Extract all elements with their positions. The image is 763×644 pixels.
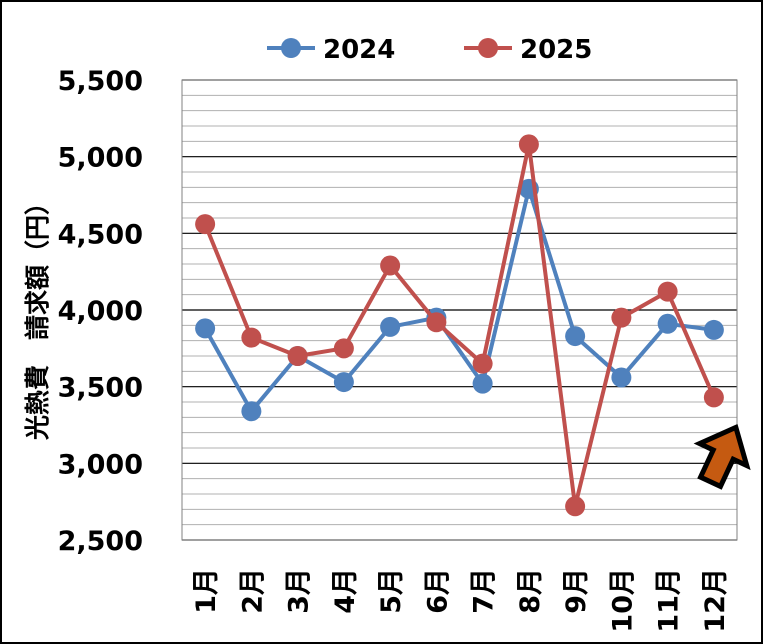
x-tick-label: 1月	[191, 568, 222, 614]
data-point-2024	[195, 318, 216, 339]
series-2025	[195, 134, 724, 517]
y-tick-label: 2,500	[58, 526, 143, 557]
annotation-layer	[693, 423, 751, 490]
axis-layer: 2,500 3,000 3,500 4,000 4,500 5,000 5,500 1月 2月 3…	[58, 66, 731, 633]
y-tick-label: 4,000	[58, 296, 143, 327]
y-axis-label: 光熱費 請求額（円）	[23, 190, 52, 441]
x-tick-label: 5月	[376, 568, 407, 614]
data-point-2025	[333, 338, 354, 359]
arrow-icon	[693, 423, 751, 490]
series-2024	[195, 178, 724, 422]
plot-area-border	[181, 79, 738, 541]
data-point-2024	[611, 367, 632, 388]
data-point-2025	[241, 327, 262, 348]
x-tick-label: 3月	[284, 568, 315, 614]
x-tick-label: 10月	[607, 568, 638, 633]
x-tick-label: 12月	[700, 568, 731, 633]
y-tick-label: 5,500	[58, 66, 143, 97]
data-point-2024	[565, 326, 586, 347]
y-tick-label: 3,000	[58, 449, 143, 480]
data-point-2025	[518, 134, 539, 155]
legend-item-2024: 2024	[267, 35, 395, 65]
data-point-2025	[287, 346, 308, 366]
data-point-2025	[426, 312, 447, 333]
data-point-2025	[195, 214, 216, 235]
data-point-2025	[472, 353, 493, 374]
data-point-2024	[657, 313, 678, 334]
x-tick-label: 11月	[654, 568, 685, 633]
legend-label: 2025	[520, 35, 592, 65]
x-tick-label: 8月	[515, 568, 546, 614]
series-layer	[195, 134, 724, 517]
legend-marker	[478, 38, 498, 58]
y-tick-label: 3,500	[58, 373, 143, 404]
data-point-2025	[703, 387, 724, 408]
data-point-2024	[380, 316, 401, 337]
data-point-2025	[611, 307, 632, 328]
x-tick-label: 9月	[561, 568, 592, 614]
legend-marker	[281, 38, 301, 58]
legend-item-2025: 2025	[464, 35, 592, 65]
annotation-arrow	[693, 423, 751, 490]
y-tick-label: 5,000	[58, 143, 143, 174]
data-point-2025	[380, 255, 401, 276]
series-line-2024	[203, 186, 715, 414]
legend-label: 2024	[323, 35, 395, 65]
x-tick-label: 2月	[237, 568, 268, 614]
data-point-2025	[657, 281, 678, 302]
legend: 2024 2025	[267, 35, 592, 65]
data-point-2024	[333, 372, 354, 393]
data-point-2024	[241, 401, 262, 422]
data-point-2024	[472, 373, 493, 394]
data-point-2024	[703, 319, 724, 340]
x-tick-label: 7月	[469, 568, 500, 614]
data-point-2025	[565, 496, 586, 517]
x-tick-label: 6月	[422, 568, 453, 614]
x-tick-label: 4月	[330, 568, 361, 614]
grid-layer	[181, 79, 738, 541]
y-tick-label: 4,500	[58, 219, 143, 250]
